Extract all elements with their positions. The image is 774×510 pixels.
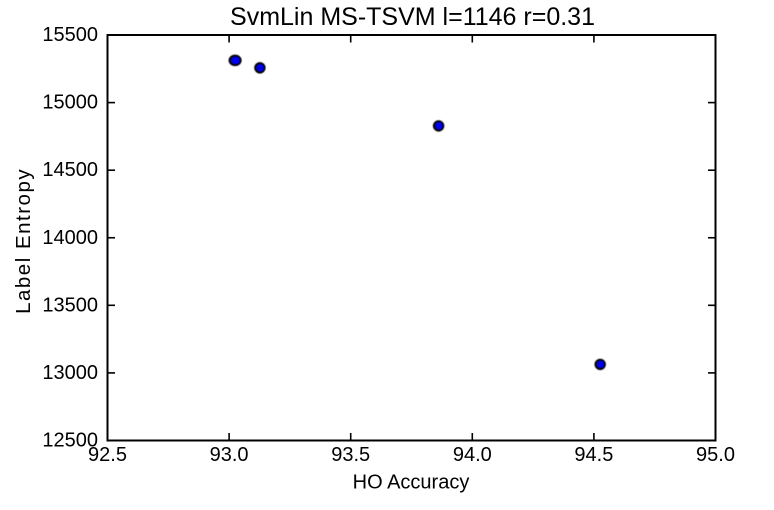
svg-text:HO Accuracy: HO Accuracy [353, 472, 470, 494]
svg-text:93.0: 93.0 [210, 444, 249, 466]
svg-text:92.5: 92.5 [88, 444, 127, 466]
svg-text:SvmLin MS-TSVM l=1146 r=0.31: SvmLin MS-TSVM l=1146 r=0.31 [230, 3, 595, 31]
svg-text:13500: 13500 [42, 294, 98, 316]
svg-text:94.0: 94.0 [453, 444, 492, 466]
svg-text:93.5: 93.5 [331, 444, 370, 466]
svg-text:94.5: 94.5 [574, 444, 613, 466]
svg-text:14000: 14000 [42, 227, 98, 249]
svg-text:12500: 12500 [42, 430, 98, 452]
svg-text:15000: 15000 [42, 92, 98, 114]
svg-text:14500: 14500 [42, 159, 98, 181]
svg-text:95.0: 95.0 [696, 444, 735, 466]
svg-text:13000: 13000 [42, 362, 98, 384]
svg-text:15500: 15500 [42, 24, 98, 46]
svg-text:Label Entropy: Label Entropy [12, 168, 35, 314]
